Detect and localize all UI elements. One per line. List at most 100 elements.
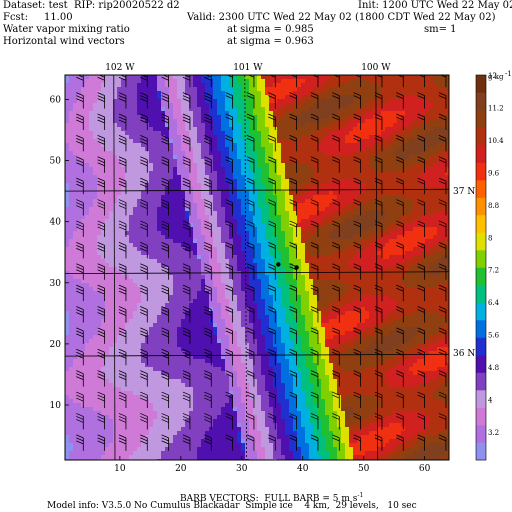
field-cell — [237, 147, 242, 152]
field-cell — [97, 279, 102, 284]
field-cell — [105, 83, 110, 88]
field-cell — [389, 247, 394, 252]
field-cell — [93, 171, 98, 176]
field-cell — [229, 199, 234, 204]
field-cell — [177, 111, 182, 116]
field-cell — [121, 279, 126, 284]
field-cell — [221, 239, 226, 244]
field-cell — [353, 191, 358, 196]
field-cell — [445, 79, 449, 84]
field-cell — [117, 235, 122, 240]
field-cell — [133, 195, 138, 200]
field-cell — [265, 143, 270, 148]
field-cell — [189, 187, 194, 192]
field-cell — [201, 91, 206, 96]
field-cell — [237, 227, 242, 232]
field-cell — [157, 275, 162, 280]
field-cell — [173, 203, 178, 208]
field-cell — [321, 247, 326, 252]
field-cell — [301, 175, 306, 180]
field-cell — [81, 155, 86, 160]
field-cell — [441, 175, 446, 180]
field-cell — [153, 199, 158, 204]
field-cell — [113, 111, 118, 116]
field-cell — [189, 79, 194, 84]
field-cell — [433, 191, 438, 196]
field-cell — [413, 211, 418, 216]
field-cell — [245, 239, 250, 244]
field-cell — [109, 259, 114, 264]
field-cell — [381, 255, 386, 260]
field-cell — [81, 235, 86, 240]
field-cell — [317, 115, 322, 120]
field-cell — [313, 119, 318, 124]
field-cell — [201, 187, 206, 192]
field-cell — [353, 259, 358, 264]
field-cell — [293, 263, 298, 268]
field-cell — [277, 179, 282, 184]
field-cell — [269, 227, 274, 232]
field-cell — [409, 83, 414, 88]
field-cell — [409, 247, 414, 252]
field-cell — [297, 163, 302, 168]
field-cell — [181, 251, 186, 256]
field-cell — [265, 227, 270, 232]
field-cell — [165, 175, 170, 180]
field-cell — [401, 215, 406, 220]
field-cell — [293, 207, 298, 212]
field-cell — [157, 83, 162, 88]
field-cell — [337, 263, 342, 268]
field-cell — [269, 183, 274, 188]
field-cell — [85, 191, 90, 196]
field-cell — [421, 135, 426, 140]
field-cell — [297, 195, 302, 200]
field-cell — [89, 111, 94, 116]
field-cell — [129, 83, 134, 88]
field-cell — [145, 215, 150, 220]
field-cell — [197, 223, 202, 228]
field-cell — [393, 223, 398, 228]
field-cell — [409, 271, 414, 276]
field-cell — [293, 99, 298, 104]
field-cell — [389, 159, 394, 164]
field-cell — [365, 219, 370, 224]
field-cell — [325, 211, 330, 216]
field-cell — [241, 235, 246, 240]
field-cell — [261, 123, 266, 128]
field-cell — [125, 199, 130, 204]
field-cell — [333, 175, 338, 180]
field-cell — [113, 147, 118, 152]
field-cell — [325, 147, 330, 152]
field-cell — [229, 131, 234, 136]
field-cell — [121, 79, 126, 84]
field-cell — [137, 179, 142, 184]
field-cell — [201, 251, 206, 256]
field-cell — [285, 139, 290, 144]
field-cell — [297, 263, 302, 268]
field-cell — [297, 127, 302, 132]
field-cell — [197, 127, 202, 132]
field-cell — [209, 87, 214, 92]
field-cell — [69, 223, 74, 228]
field-cell — [81, 87, 86, 92]
field-cell — [177, 243, 182, 248]
field-cell — [297, 271, 302, 276]
field-cell — [221, 203, 226, 208]
field-cell — [161, 235, 166, 240]
field-cell — [157, 159, 162, 164]
field-cell — [149, 259, 154, 264]
field-cell — [309, 107, 314, 112]
field-cell — [393, 111, 398, 116]
field-cell — [93, 127, 98, 132]
field-cell — [417, 227, 422, 232]
field-cell — [417, 99, 422, 104]
field-cell — [197, 263, 202, 268]
field-cell — [73, 171, 78, 176]
field-cell — [401, 195, 406, 200]
field-cell — [369, 251, 374, 256]
field-cell — [293, 215, 298, 220]
field-cell — [333, 103, 338, 108]
field-cell — [101, 263, 106, 268]
field-cell — [341, 179, 346, 184]
field-cell — [201, 259, 206, 264]
